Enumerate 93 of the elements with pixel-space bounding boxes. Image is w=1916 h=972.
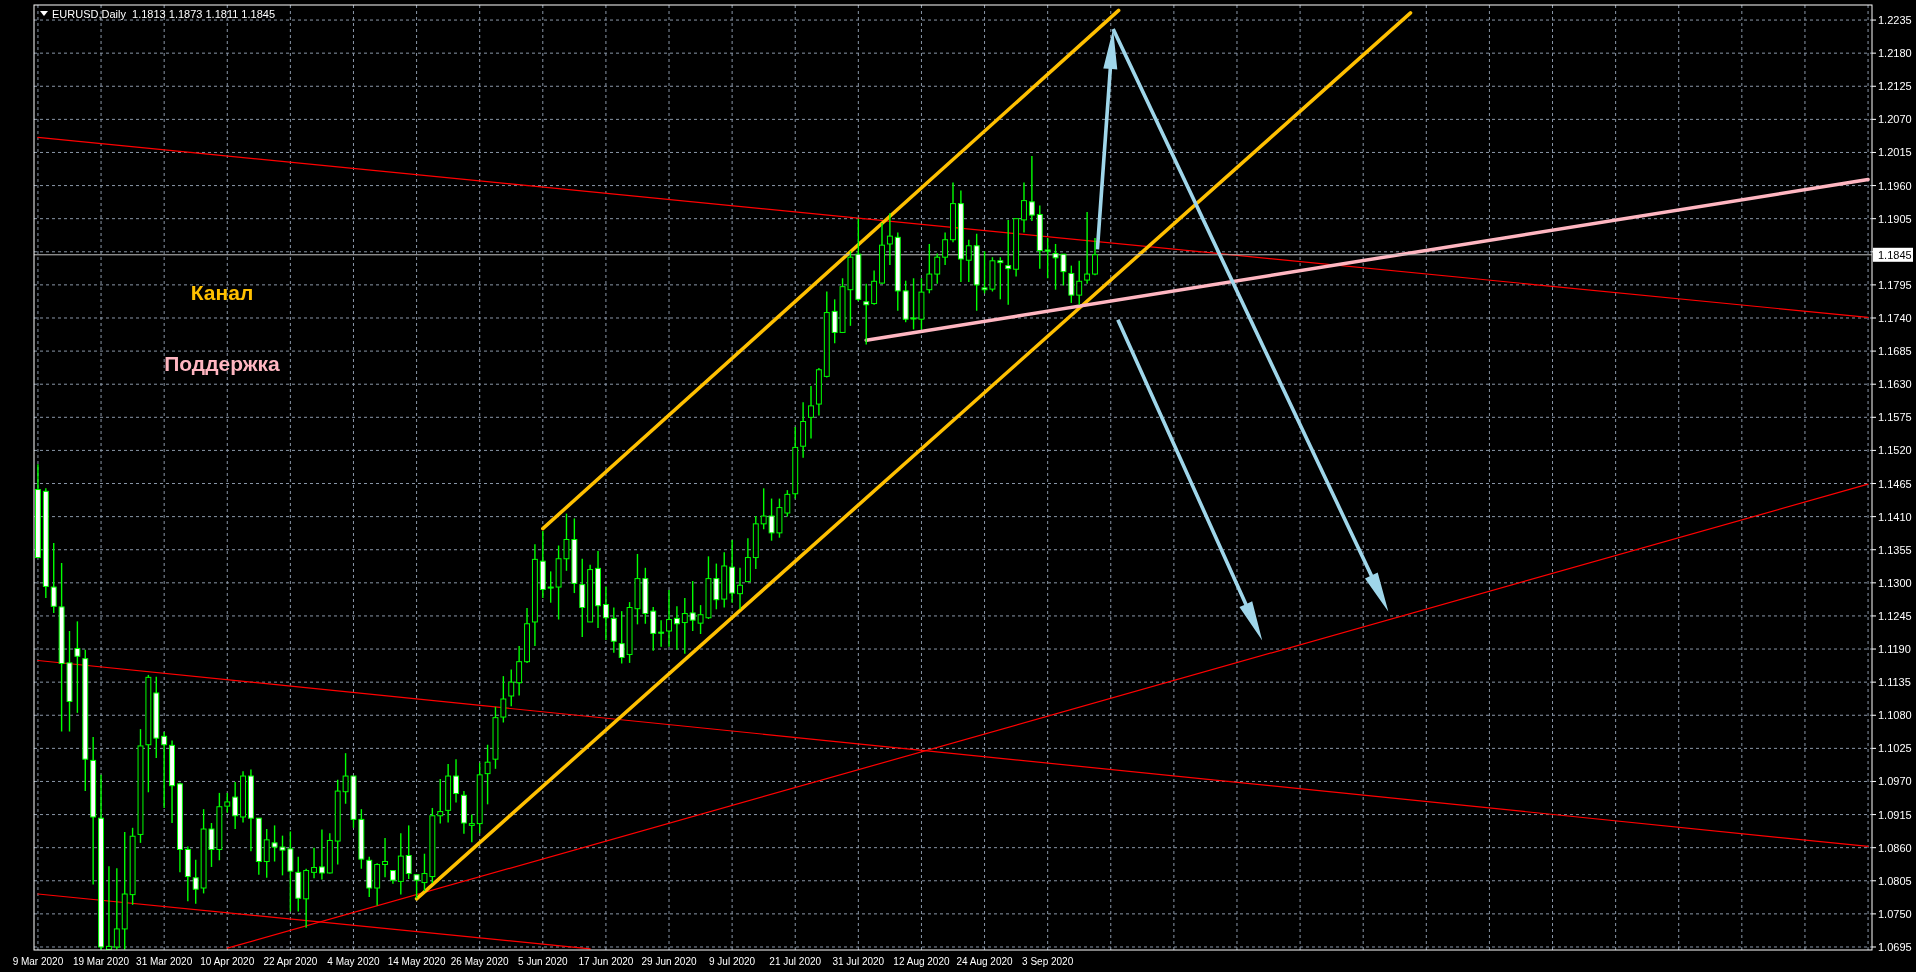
x-tick-label: 22 Apr 2020 [263, 956, 318, 967]
candlestick [311, 846, 317, 880]
candlestick [318, 828, 325, 881]
candlestick [602, 585, 609, 641]
candlestick [737, 567, 743, 611]
y-tick-label: 1.1795 [1878, 278, 1912, 291]
candlestick [666, 589, 672, 648]
x-tick-label: 9 Mar 2020 [12, 956, 64, 967]
candlestick [871, 269, 878, 306]
candlestick [224, 792, 231, 814]
candlestick [1076, 260, 1083, 306]
x-tick-label: 4 May 2020 [327, 956, 381, 967]
candlestick [1044, 237, 1051, 279]
candlestick [263, 828, 270, 879]
x-tick-label: 9 Jul 2020 [709, 956, 756, 967]
y-tick-label: 1.2015 [1878, 146, 1912, 159]
candlestick [161, 731, 168, 809]
candlestick [610, 606, 617, 654]
y-tick-label: 1.1685 [1878, 345, 1912, 358]
candlestick [382, 837, 388, 878]
y-tick-label: 1.0695 [1878, 940, 1912, 953]
candlestick [658, 619, 665, 648]
candlestick [74, 620, 81, 714]
candlestick [965, 239, 972, 283]
y-tick-label: 1.1575 [1878, 411, 1912, 424]
y-tick-label: 1.1630 [1878, 378, 1912, 391]
text: Канал [190, 281, 254, 304]
candlestick [405, 824, 412, 880]
candlestick [863, 282, 870, 346]
x-tick-label: 12 Aug 2020 [893, 956, 950, 967]
y-tick-label: 1.0805 [1878, 874, 1912, 887]
y-tick-label: 1.0970 [1878, 775, 1912, 788]
candlestick [113, 867, 120, 950]
x-tick-label: 24 Aug 2020 [956, 956, 1014, 967]
y-tick-label: 1.1960 [1878, 179, 1912, 192]
candlestick [886, 212, 893, 266]
candlestick [579, 558, 586, 638]
x-tick-label: 5 Jun 2020 [518, 956, 568, 967]
candlestick [1092, 237, 1098, 276]
candlestick [453, 758, 459, 804]
x-tick-label: 17 Jun 2020 [578, 956, 634, 967]
candlestick [650, 606, 657, 652]
candlestick [1068, 264, 1075, 304]
candlestick [926, 243, 933, 295]
x-tick-label: 31 Jul 2020 [832, 956, 885, 967]
y-tick-label: 1.1080 [1878, 709, 1912, 722]
y-tick-label: 1.0750 [1878, 907, 1912, 920]
x-tick-label: 3 Sep 2020 [1022, 956, 1074, 967]
y-tick-label: 1.1190 [1878, 643, 1911, 656]
candlestick [484, 744, 491, 806]
y-tick-label: 1.2125 [1878, 80, 1912, 93]
candlestick [808, 385, 814, 440]
y-tick-label: 1.1025 [1878, 742, 1912, 755]
candlestick [673, 605, 680, 651]
y-tick-label: 1.1135 [1878, 676, 1911, 689]
y-tick-label: 1.2235 [1878, 14, 1912, 27]
candlestick [681, 597, 688, 655]
candlestick [934, 252, 941, 285]
x-tick-label: 26 May 2020 [450, 956, 510, 967]
candlestick [1084, 211, 1091, 285]
y-tick-label: 1.0860 [1878, 841, 1912, 854]
ref-line-label: 1.1845 [1878, 248, 1912, 261]
x-tick-label: 10 Apr 2020 [200, 956, 255, 967]
candlestick [50, 542, 57, 614]
x-tick-label: 14 May 2020 [387, 956, 446, 967]
candlestick [508, 668, 515, 707]
y-tick-label: 1.1465 [1878, 477, 1912, 490]
chart-title: EURUSD,Daily 1.1813 1.1873 1.1811 1.1845 [52, 8, 275, 20]
text: Поддержка [164, 352, 281, 375]
candlestick [437, 778, 444, 825]
x-tick-label: 21 Jul 2020 [769, 956, 822, 967]
y-tick-label: 1.1905 [1878, 212, 1912, 225]
y-tick-label: 1.1300 [1878, 576, 1912, 589]
y-tick-label: 1.0915 [1878, 808, 1912, 821]
candlestick [1028, 155, 1035, 222]
y-tick-label: 1.1245 [1878, 609, 1912, 622]
candlestick [516, 645, 523, 697]
y-tick-label: 1.1740 [1878, 311, 1912, 324]
candlestick [468, 813, 475, 843]
y-tick-label: 1.1410 [1878, 510, 1912, 523]
y-tick-label: 1.2180 [1878, 47, 1912, 60]
candlestick [232, 781, 239, 830]
y-tick-label: 1.1355 [1878, 543, 1912, 556]
x-tick-label: 29 Jun 2020 [641, 956, 697, 967]
candlestick [1005, 219, 1012, 306]
candlestick [374, 862, 381, 907]
y-tick-label: 1.1520 [1878, 444, 1912, 457]
x-tick-label: 19 Mar 2020 [72, 956, 130, 967]
candlestick [192, 859, 199, 905]
candlestick [1021, 181, 1027, 234]
y-tick-label: 1.2070 [1878, 113, 1912, 126]
x-tick-label: 31 Mar 2020 [136, 956, 193, 967]
candlestick [942, 231, 949, 266]
